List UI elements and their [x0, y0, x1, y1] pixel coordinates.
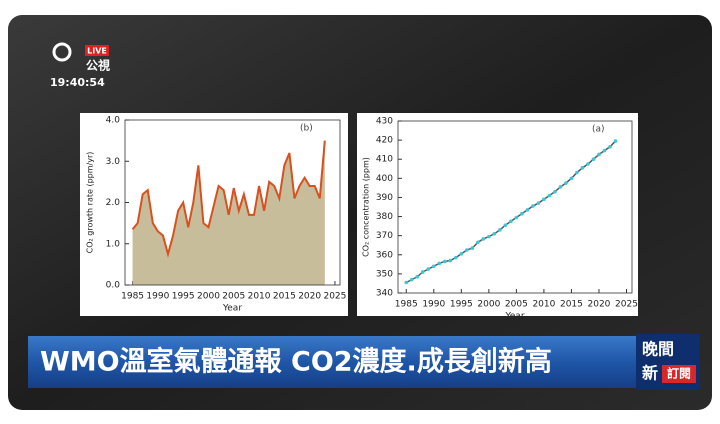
point — [404, 280, 409, 285]
plot-frame — [124, 119, 341, 286]
y-tick-label: 4.0 — [106, 116, 121, 126]
point — [437, 261, 442, 266]
x-axis-label: Year — [504, 312, 524, 322]
y-tick-label: 390 — [376, 193, 393, 203]
point — [448, 258, 453, 263]
y-tick-label: 370 — [376, 231, 393, 241]
x-tick-label: 1985 — [395, 300, 418, 310]
y-tick-label: 3.0 — [106, 157, 121, 167]
y-tick-label: 420 — [376, 136, 393, 146]
channel-logo: LIVE 公視 19:40:54 — [50, 42, 110, 89]
y-tick-label: 400 — [376, 174, 393, 184]
x-tick-label: 2015 — [560, 300, 583, 310]
x-tick-label: 2005 — [222, 292, 245, 302]
point — [531, 204, 535, 208]
y-axis-label: CO₂ concentration (ppm) — [362, 157, 371, 257]
point — [454, 255, 458, 260]
point — [520, 211, 524, 216]
point — [426, 267, 431, 271]
point — [608, 145, 612, 149]
program-name: 新 — [642, 364, 658, 383]
annotation: (a) — [592, 125, 605, 135]
live-tag — [85, 45, 109, 56]
subscribe-text[interactable]: 訂閱 — [667, 366, 691, 381]
point — [459, 252, 464, 256]
point — [586, 162, 590, 166]
point — [509, 219, 513, 224]
point — [476, 240, 480, 245]
x-tick-label: 1985 — [121, 292, 144, 302]
x-tick-label: 1995 — [450, 300, 473, 310]
y-axis-label: CO₂ growth rate (ppm/yr) — [86, 152, 95, 254]
point — [553, 189, 557, 194]
live-text: LIVE — [87, 47, 107, 56]
point — [558, 185, 563, 189]
x-tick-label: 2005 — [505, 300, 528, 310]
y-tick-label: 2.0 — [106, 198, 121, 208]
subscribe-button[interactable] — [662, 365, 696, 383]
plot-frame — [397, 120, 633, 294]
point — [409, 277, 414, 282]
point — [470, 246, 475, 250]
point — [465, 248, 469, 252]
area — [132, 140, 325, 285]
headline: WMO溫室氣體通報 CO2濃度.成長創新高 — [40, 346, 552, 378]
point — [569, 176, 574, 181]
clock: 19:40:54 — [50, 76, 105, 89]
point — [503, 223, 508, 227]
y-tick-label: 340 — [376, 289, 393, 299]
x-tick-label: 2000 — [197, 292, 220, 302]
y-tick-label: 1.0 — [106, 239, 121, 249]
point — [487, 234, 491, 239]
point — [498, 228, 502, 232]
line — [131, 140, 326, 258]
point — [415, 274, 420, 279]
x-tick-label: 2020 — [298, 292, 321, 302]
point — [536, 201, 541, 205]
y-tick-label: 380 — [376, 212, 393, 222]
x-tick-label: 2020 — [588, 300, 611, 310]
channel-name: 公視 — [86, 58, 110, 73]
point — [492, 231, 497, 236]
point — [525, 208, 530, 212]
point — [542, 197, 546, 202]
point — [420, 270, 425, 274]
point — [580, 166, 585, 170]
x-tick-label: 2025 — [615, 300, 638, 310]
point — [597, 152, 601, 157]
y-tick-label: 0.0 — [106, 281, 121, 291]
y-tick-label: 430 — [376, 117, 393, 127]
point — [514, 215, 519, 220]
x-tick-label: 1995 — [172, 292, 195, 302]
point — [547, 193, 552, 198]
chart-panel — [357, 113, 638, 316]
x-tick-label: 2010 — [248, 292, 271, 302]
headline-band — [28, 336, 636, 388]
y-tick-label: 410 — [376, 155, 393, 165]
point — [591, 157, 596, 162]
point — [613, 139, 618, 143]
point — [481, 237, 486, 241]
point — [602, 148, 607, 153]
y-tick-label: 360 — [376, 250, 393, 260]
x-tick-label: 2000 — [477, 300, 500, 310]
x-tick-label: 2015 — [273, 292, 296, 302]
point — [575, 170, 579, 175]
x-axis-label: Year — [222, 304, 242, 314]
logo-mark — [52, 42, 72, 62]
annotation: (b) — [300, 124, 313, 134]
x-tick-label: 1990 — [422, 300, 445, 310]
x-tick-label: 2010 — [532, 300, 555, 310]
point — [431, 264, 436, 269]
x-tick-label: 1990 — [146, 292, 169, 302]
x-tick-label: 2025 — [323, 292, 346, 302]
point — [564, 181, 568, 185]
program-name: 晚間 — [642, 340, 674, 359]
y-tick-label: 350 — [376, 269, 393, 279]
point — [443, 259, 447, 264]
